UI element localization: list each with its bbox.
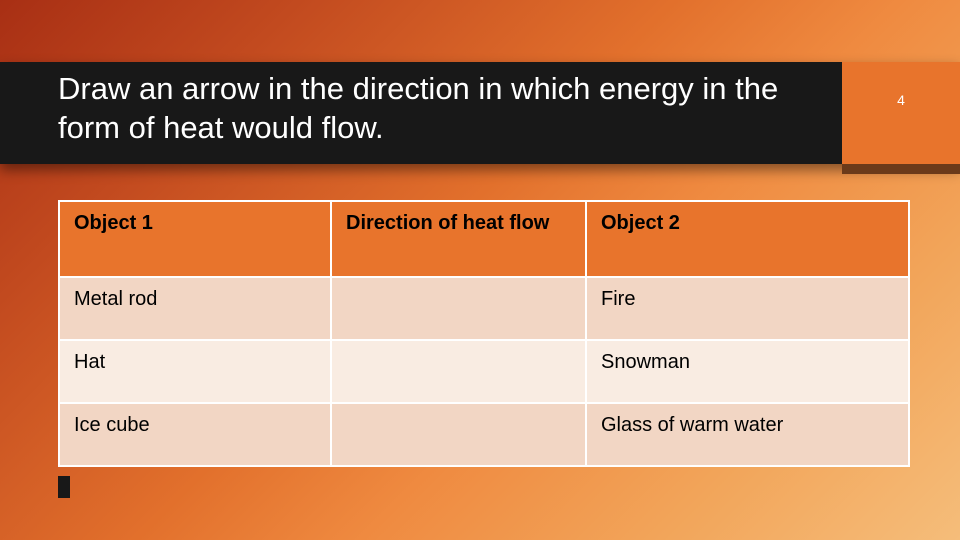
table-row: Metal rod Fire (59, 277, 909, 340)
cell-direction[interactable] (331, 403, 586, 466)
slide-title: Draw an arrow in the direction in which … (58, 70, 788, 148)
cell-object2: Fire (586, 277, 909, 340)
cell-direction[interactable] (331, 277, 586, 340)
cell-object1: Metal rod (59, 277, 331, 340)
heat-flow-table: Object 1 Direction of heat flow Object 2… (58, 200, 910, 467)
cell-direction[interactable] (331, 340, 586, 403)
table-row: Hat Snowman (59, 340, 909, 403)
col-header-object1: Object 1 (59, 201, 331, 277)
cell-object2: Glass of warm water (586, 403, 909, 466)
cell-object1: Hat (59, 340, 331, 403)
table-row: Ice cube Glass of warm water (59, 403, 909, 466)
page-number-shadow (842, 164, 960, 174)
cell-object2: Snowman (586, 340, 909, 403)
corner-accent-icon (58, 476, 70, 498)
page-number: 4 (842, 92, 960, 108)
col-header-object2: Object 2 (586, 201, 909, 277)
col-header-direction: Direction of heat flow (331, 201, 586, 277)
cell-object1: Ice cube (59, 403, 331, 466)
page-number-box (842, 62, 960, 164)
